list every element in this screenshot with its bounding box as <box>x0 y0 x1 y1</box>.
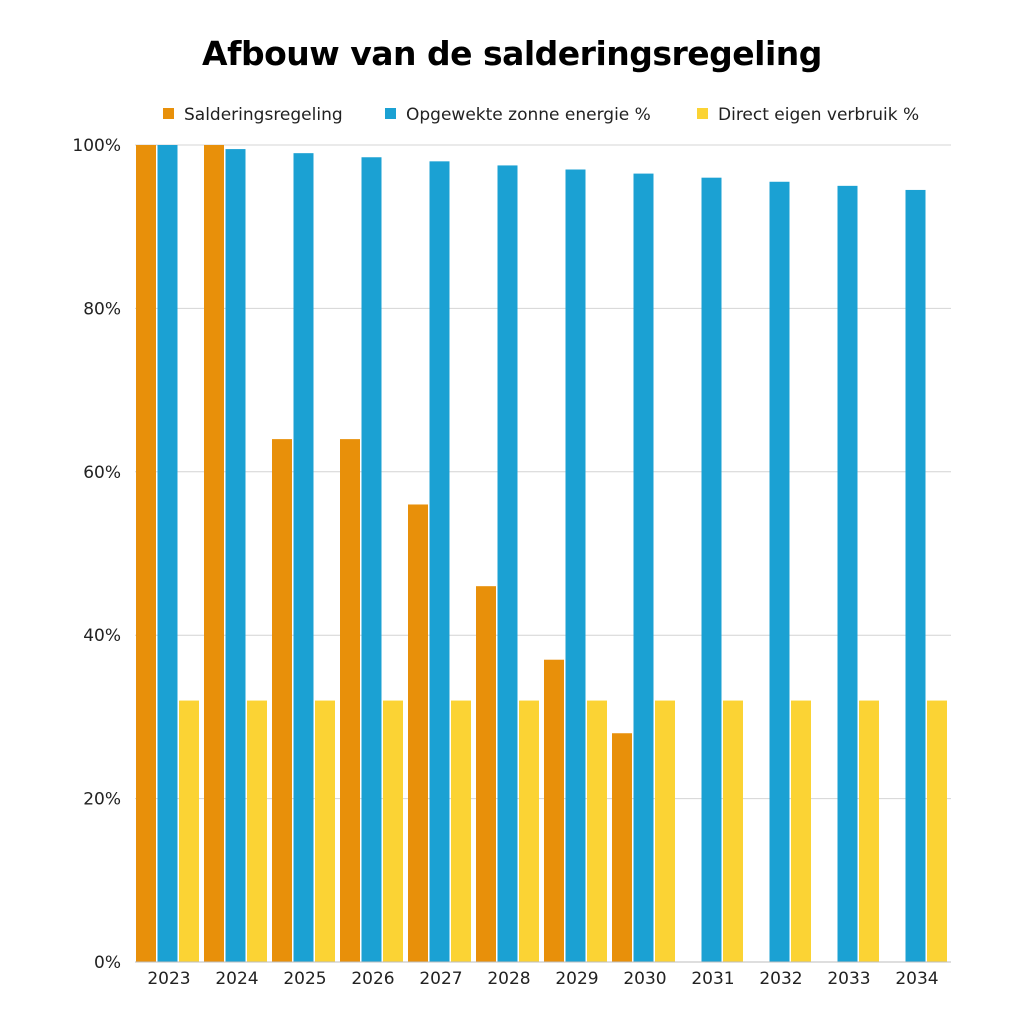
x-tick-label: 2029 <box>555 969 598 989</box>
bar-direct-eigen-verbruik--2033 <box>859 700 879 962</box>
bar-direct-eigen-verbruik--2027 <box>451 700 471 962</box>
bar-direct-eigen-verbruik--2034 <box>927 700 947 962</box>
bar-opgewekte-zonne-energie--2025 <box>293 153 314 963</box>
bar-direct-eigen-verbruik--2028 <box>519 700 539 962</box>
bar-opgewekte-zonne-energie--2030 <box>633 173 654 963</box>
x-tick-label: 2031 <box>691 969 734 989</box>
bar-salderingsregeling-2025 <box>272 439 292 962</box>
bar-direct-eigen-verbruik--2026 <box>383 700 403 962</box>
bar-direct-eigen-verbruik--2030 <box>655 700 675 962</box>
x-tick-label: 2027 <box>419 969 462 989</box>
bars <box>136 145 947 963</box>
bar-salderingsregeling-2030 <box>612 733 632 962</box>
bar-salderingsregeling-2027 <box>408 504 428 962</box>
legend-swatch <box>697 108 708 119</box>
legend-swatch <box>163 108 174 119</box>
x-tick-label: 2032 <box>759 969 802 989</box>
bar-opgewekte-zonne-energie--2034 <box>905 189 926 962</box>
bar-salderingsregeling-2029 <box>544 659 564 962</box>
x-tick-label: 2034 <box>895 969 938 989</box>
y-axis: 0% 20% 40% 60% 80% 100% <box>72 136 121 973</box>
x-tick-label: 2024 <box>215 969 258 989</box>
legend-label: Opgewekte zonne energie % <box>406 105 651 125</box>
bar-direct-eigen-verbruik--2024 <box>247 700 267 962</box>
y-tick-label: 0% <box>94 953 121 973</box>
bar-salderingsregeling-2026 <box>340 439 360 962</box>
chart-title: Afbouw van de salderingsregeling <box>202 34 822 73</box>
bar-opgewekte-zonne-energie--2031 <box>701 177 722 962</box>
x-tick-label: 2030 <box>623 969 666 989</box>
x-axis: 2023 2024 2025 2026 2027 2028 2029 2030 2031 2032… <box>135 961 951 989</box>
y-tick-label: 80% <box>83 299 121 319</box>
bar-opgewekte-zonne-energie--2027 <box>429 161 450 963</box>
bar-direct-eigen-verbruik--2029 <box>587 700 607 962</box>
bar-direct-eigen-verbruik--2025 <box>315 700 335 962</box>
bar-opgewekte-zonne-energie--2024 <box>225 149 246 962</box>
bar-direct-eigen-verbruik--2023 <box>179 700 199 962</box>
bar-opgewekte-zonne-energie--2032 <box>769 181 790 962</box>
x-tick-label: 2033 <box>827 969 870 989</box>
x-tick-label: 2026 <box>351 969 394 989</box>
legend-label: Salderingsregeling <box>184 105 343 125</box>
legend: Salderingsregeling Opgewekte zonne energi… <box>163 105 919 125</box>
legend-swatch <box>385 108 396 119</box>
bar-opgewekte-zonne-energie--2023 <box>157 145 178 962</box>
x-tick-label: 2023 <box>147 969 190 989</box>
bar-salderingsregeling-2024 <box>204 145 224 962</box>
y-tick-label: 40% <box>83 626 121 646</box>
y-tick-label: 60% <box>83 463 121 483</box>
y-tick-label: 100% <box>72 136 121 156</box>
bar-opgewekte-zonne-energie--2026 <box>361 157 382 962</box>
bar-direct-eigen-verbruik--2032 <box>791 700 811 962</box>
bar-salderingsregeling-2028 <box>476 586 496 962</box>
bar-salderingsregeling-2023 <box>136 145 156 962</box>
x-tick-label: 2025 <box>283 969 326 989</box>
bar-direct-eigen-verbruik--2031 <box>723 700 743 962</box>
bar-opgewekte-zonne-energie--2028 <box>497 165 518 963</box>
bar-opgewekte-zonne-energie--2029 <box>565 169 586 962</box>
x-tick-label: 2028 <box>487 969 530 989</box>
bar-opgewekte-zonne-energie--2033 <box>837 185 858 963</box>
y-tick-label: 20% <box>83 790 121 810</box>
legend-label: Direct eigen verbruik % <box>718 105 919 125</box>
